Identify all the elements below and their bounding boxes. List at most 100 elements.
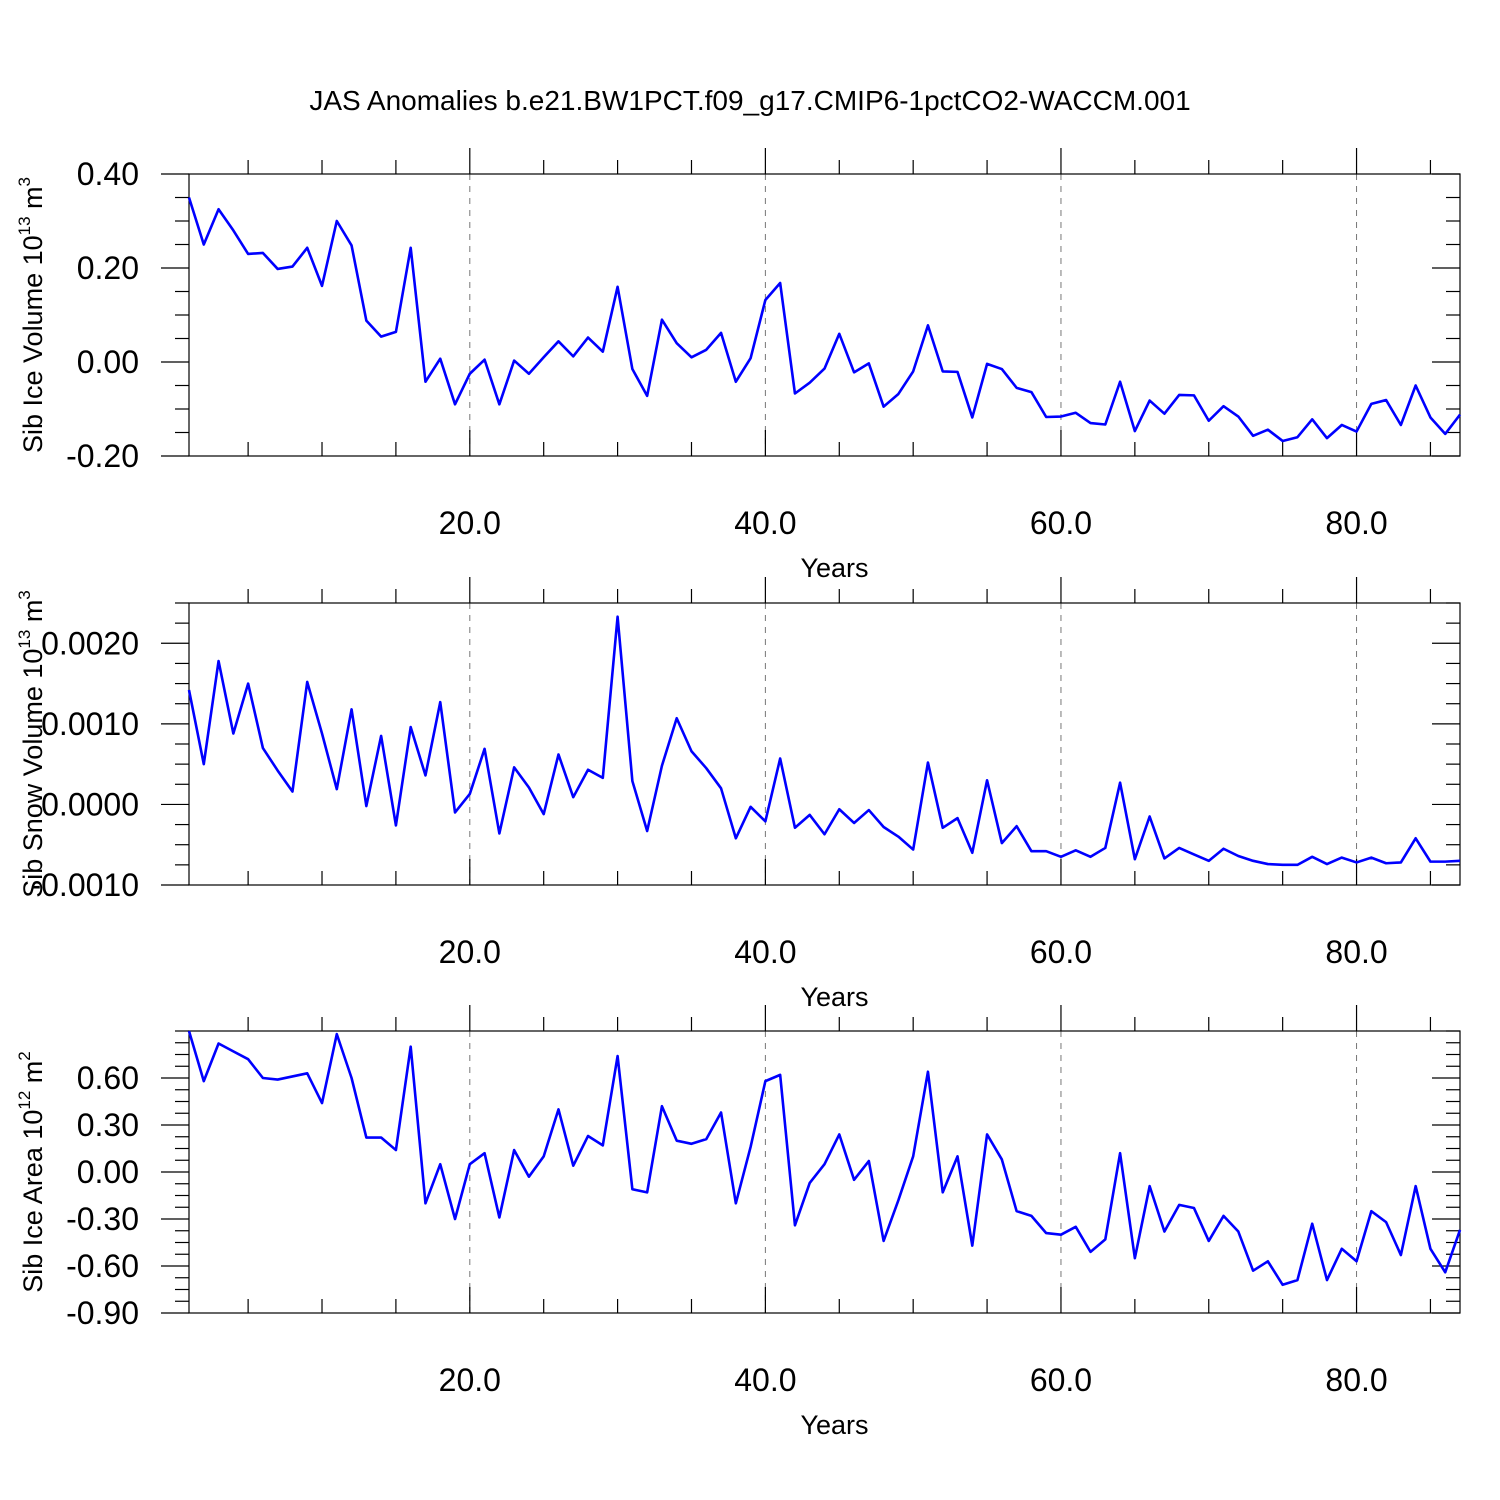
x-tick-label: 40.0 [734,505,796,541]
data-point [838,808,840,810]
data-point [1296,864,1298,866]
data-point [631,368,633,370]
data-point [1252,435,1254,437]
data-point [720,332,722,334]
data-point [971,416,973,418]
y-tick-label: 0.30 [77,1107,139,1143]
data-point [498,1216,500,1218]
data-point [232,1050,234,1052]
series-line [187,615,1461,867]
y-axis-label: Sib Snow Volume 1013 m3 [15,590,48,898]
data-point [823,367,825,369]
data-point [542,813,544,815]
data-point [1429,1248,1431,1250]
x-tick-label: 80.0 [1325,505,1387,541]
data-point [1015,387,1017,389]
data-point [956,371,958,373]
x-tick-label: 60.0 [1030,505,1092,541]
data-point [602,350,604,352]
data-point [276,1078,278,1080]
data-point [809,814,811,816]
data-point [365,805,367,807]
data-point [232,732,234,734]
data-point [1222,848,1224,850]
data-point [646,830,648,832]
data-point [291,1075,293,1077]
data-point [1429,860,1431,862]
data-point [956,817,958,819]
data-point [1178,394,1180,396]
data-point [1134,858,1136,860]
data-point [321,285,323,287]
data-point [1444,860,1446,862]
data-point [276,268,278,270]
data-point [1178,1204,1180,1206]
data-point [661,765,663,767]
data-point [942,827,944,829]
data-point [676,342,678,344]
data-point [1163,857,1165,859]
data-point [365,1136,367,1138]
data-point [188,689,190,691]
data-point [1311,418,1313,420]
data-point [513,359,515,361]
data-point [1015,1210,1017,1212]
data-point [1267,1260,1269,1262]
data-point [823,833,825,835]
data-point [513,766,515,768]
chart-title: JAS Anomalies b.e21.BW1PCT.f09_g17.CMIP6… [309,85,1190,116]
data-point [528,1176,530,1178]
data-point [705,1138,707,1140]
data-point [217,208,219,210]
data-point [1444,433,1446,435]
data-point [1134,430,1136,432]
data-point [1385,1221,1387,1223]
data-point [336,788,338,790]
y-tick-label: -0.90 [66,1295,139,1331]
data-point [764,299,766,301]
data-point [912,848,914,850]
data-point [838,333,840,335]
data-point [986,363,988,365]
data-point [1355,1260,1357,1262]
data-point [1060,415,1062,417]
data-point [956,1155,958,1157]
data-point [794,827,796,829]
data-point [616,615,618,617]
data-point [735,837,737,839]
data-point [1089,1251,1091,1253]
data-point [409,726,411,728]
data-point [498,403,500,405]
data-point [1267,428,1269,430]
data-point [276,769,278,771]
data-point [1355,861,1357,863]
data-point [1326,863,1328,865]
data-point [705,767,707,769]
x-tick-label: 40.0 [734,1362,796,1398]
data-point [1119,781,1121,783]
data-point [439,701,441,703]
data-point [1237,1230,1239,1232]
data-point [572,1165,574,1167]
data-point [735,1202,737,1204]
data-point [1030,391,1032,393]
data-point [1281,440,1283,442]
data-point [631,780,633,782]
data-point [1089,422,1091,424]
series-line [187,1030,1462,1287]
data-point [942,1191,944,1193]
y-tick-label: 0.00 [77,344,139,380]
data-point [1341,856,1343,858]
data-point [1163,1230,1165,1232]
data-point [1444,1271,1446,1273]
x-tick-label: 60.0 [1030,1362,1092,1398]
data-point [882,826,884,828]
data-point [247,1058,249,1060]
data-point [646,1191,648,1193]
data-point [380,1136,382,1138]
x-tick-label: 20.0 [439,505,501,541]
data-point [1326,437,1328,439]
chart-panel-2: 20.0 40.0 60.0 80.0 -0.0010 0.0000 0.0010 0.002… [15,577,1461,1012]
data-point [1341,424,1343,426]
